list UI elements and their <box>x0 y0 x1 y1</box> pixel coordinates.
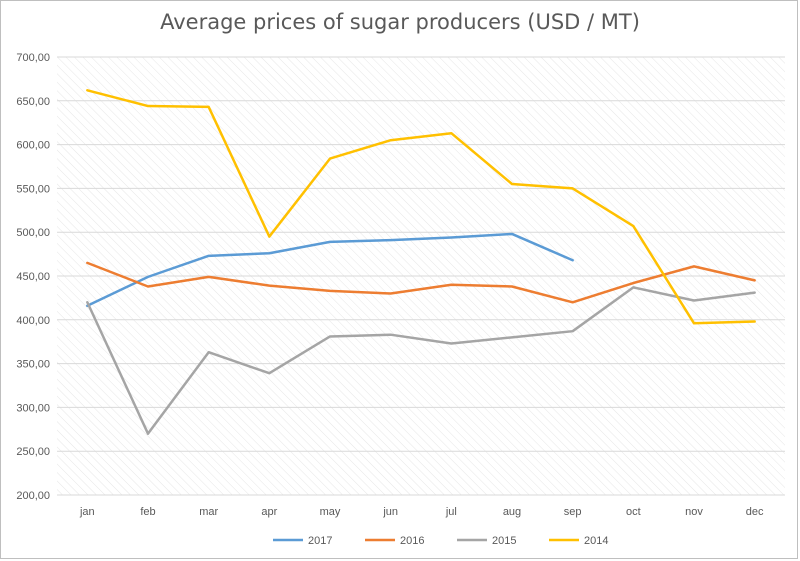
y-axis-ticks: 200,00 250,00 300,00 350,00 400,00 450,00 500,… <box>16 52 50 502</box>
x-tick-label: sep <box>564 506 582 518</box>
chart-title: Average prices of sugar producers (USD /… <box>160 10 640 34</box>
series-line-2014 <box>86 89 756 325</box>
x-tick-label: aug <box>503 506 521 518</box>
series-line-2016 <box>86 261 756 304</box>
x-tick-label: feb <box>140 506 155 518</box>
legend-label: 2016 <box>400 535 424 547</box>
series-line-2015 <box>86 286 756 435</box>
series-lines <box>86 89 756 435</box>
x-tick-label: jan <box>79 506 95 518</box>
x-axis-ticks: jan feb mar apr may jun jul aug sep oct nov dec <box>79 506 764 518</box>
y-tick-label: 450,00 <box>16 271 50 283</box>
x-tick-label: apr <box>261 506 277 518</box>
x-tick-label: mar <box>199 506 218 518</box>
y-tick-label: 250,00 <box>16 446 50 458</box>
y-tick-label: 700,00 <box>16 52 50 64</box>
x-tick-label: may <box>320 506 341 518</box>
x-tick-label: dec <box>746 506 764 518</box>
x-tick-label: jul <box>445 506 457 518</box>
legend-label: 2017 <box>308 535 332 547</box>
legend: 2017 2016 2015 2014 <box>273 535 608 547</box>
y-tick-label: 300,00 <box>16 402 50 414</box>
x-tick-label: nov <box>685 506 703 518</box>
y-tick-label: 600,00 <box>16 140 50 152</box>
y-tick-label: 400,00 <box>16 315 50 327</box>
y-tick-label: 650,00 <box>16 96 50 108</box>
y-tick-label: 200,00 <box>16 490 50 502</box>
y-tick-label: 350,00 <box>16 359 50 371</box>
x-tick-label: jun <box>382 506 398 518</box>
y-tick-label: 500,00 <box>16 227 50 239</box>
x-tick-label: oct <box>626 506 641 518</box>
series-line-2017 <box>86 232 574 308</box>
y-tick-label: 550,00 <box>16 183 50 195</box>
legend-label: 2015 <box>492 535 516 547</box>
gridlines <box>57 56 785 496</box>
legend-label: 2014 <box>584 535 608 547</box>
